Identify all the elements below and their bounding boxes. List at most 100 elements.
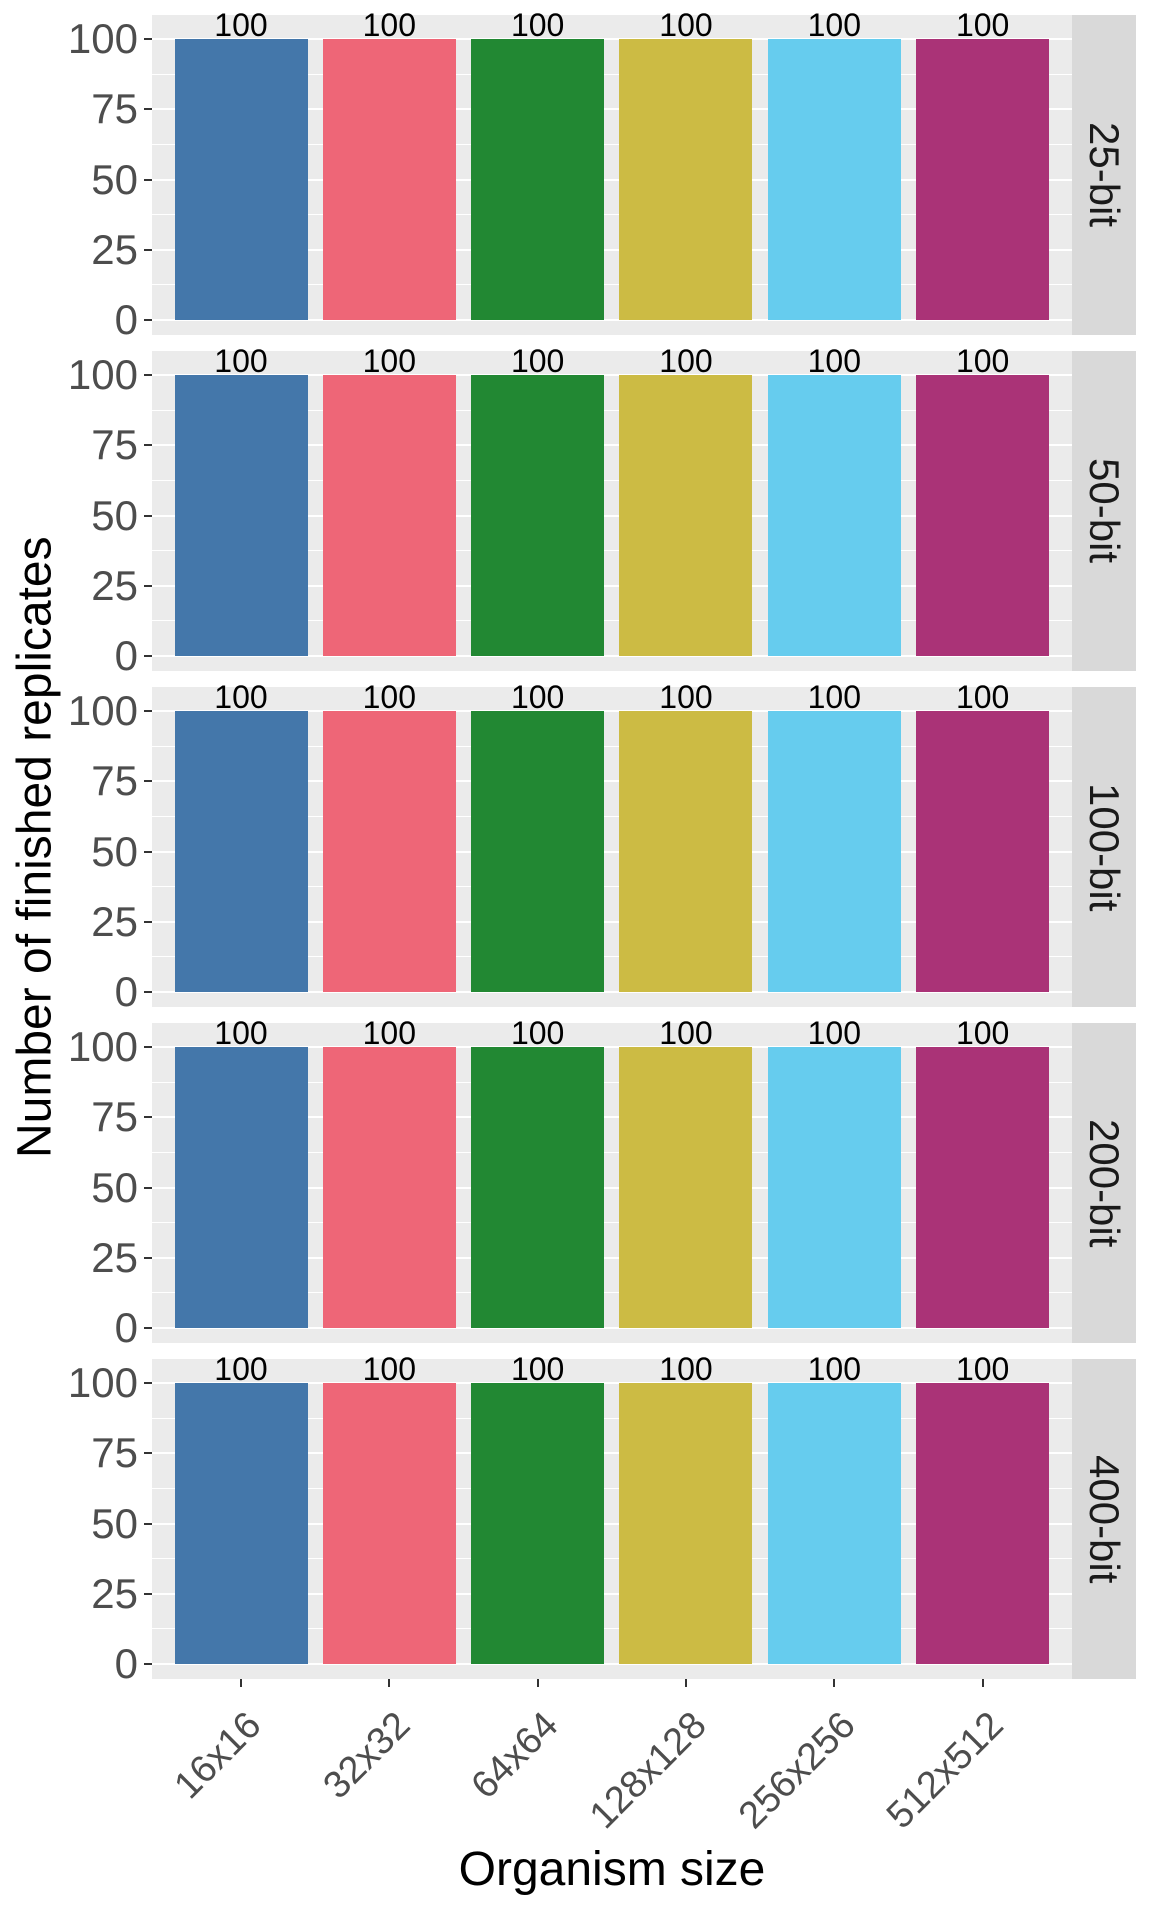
bar [174,375,308,656]
y-tick-mark [144,1382,152,1384]
facet-strip: 25-bit [1072,15,1136,335]
gridline-major [152,710,1072,712]
bar-value-label: 100 [955,343,1010,379]
gridline-major [152,444,1072,447]
gridline-major [152,1452,1072,1455]
bar-value-label: 100 [659,679,713,715]
y-tick-label: 75 [91,757,138,805]
gridline-minor [152,1081,1072,1083]
y-tick-label: 75 [91,1429,138,1477]
y-tick-label: 50 [91,491,138,539]
y-tick-label: 100 [67,1023,138,1070]
x-tick-mark [684,1679,687,1687]
x-tick-mark [833,1679,836,1687]
gridline-minor [152,1151,1072,1153]
y-tick-mark [144,710,152,712]
y-tick-mark [144,1256,152,1259]
gridline-major [152,1382,1072,1384]
gridline-major [152,1186,1072,1189]
y-tick-label: 75 [91,85,138,133]
bar [322,1047,456,1328]
bar [471,375,605,656]
bar [916,1047,1050,1328]
x-tick-label: 256x256 [730,1704,864,1837]
y-tick-label: 50 [91,1163,138,1211]
x-tick-label: 128x128 [582,1704,715,1837]
gridline-minor [152,409,1072,411]
y-tick-mark [144,655,152,657]
y-tick-mark [144,1186,152,1189]
gridline-major [152,1046,1072,1048]
bar [916,1383,1050,1664]
gridline-minor [152,284,1072,286]
y-tick-mark [144,850,152,853]
x-tick-mark [536,1679,539,1687]
bar-value-label: 100 [510,679,565,715]
y-tick-label: 100 [67,1359,138,1406]
gridline-minor [152,886,1072,888]
gridline-major [152,850,1072,853]
y-tick-label: 100 [67,687,138,734]
gridline-major [152,920,1072,923]
bar-value-label: 100 [659,1351,713,1387]
facet-panel: 100 100 100 100 100 100 [152,345,1072,671]
gridline-major [152,1522,1072,1525]
x-tick-mark [388,1679,391,1687]
bar-value-label: 100 [510,7,565,43]
gridline-major [152,178,1072,181]
gridline-major [152,248,1072,251]
y-tick-label: 50 [91,1499,138,1547]
bar-value-label: 100 [659,7,713,43]
bar [767,375,901,656]
facet-panel: 100 100 100 100 100 100 [152,9,1072,335]
facet-panel: 100 100 100 100 100 100 [152,681,1072,1007]
y-tick-mark [144,1046,152,1048]
y-tick-label: 100 [67,351,138,398]
y-tick-label: 0 [114,1640,138,1687]
bar [471,711,605,992]
gridline-major [152,1592,1072,1595]
bar-value-label: 100 [362,1351,417,1387]
bar [322,1383,456,1664]
gridline-major [152,1327,1072,1329]
y-tick-mark [144,514,152,517]
gridline-minor [152,1292,1072,1294]
bar-value-label: 100 [955,7,1010,43]
bar [322,39,456,320]
facet-panel: 100 100 100 100 100 100 [152,1017,1072,1343]
bar-value-label: 100 [214,7,268,43]
y-tick-label: 0 [114,1304,138,1351]
gridline-minor [152,1628,1072,1630]
y-tick-mark [144,780,152,783]
y-tick-mark [144,108,152,111]
gridline-minor [152,550,1072,552]
bar-value-label: 100 [510,343,565,379]
y-tick-label: 25 [91,561,138,609]
y-tick-label: 25 [91,1233,138,1281]
y-tick-label: 50 [91,155,138,203]
gridline-minor [152,1417,1072,1419]
gridline-major [152,991,1072,993]
gridline-major [152,374,1072,376]
facet-strip: 400-bit [1072,1359,1136,1679]
gridline-minor [152,620,1072,622]
bar-value-label: 100 [214,679,268,715]
y-tick-mark [144,178,152,181]
y-tick-label: 0 [114,296,138,343]
y-tick-mark [144,1452,152,1455]
gridline-minor [152,815,1072,817]
bar-value-label: 100 [362,1015,417,1051]
bar [174,39,308,320]
gridline-minor [152,73,1072,75]
y-tick-label: 25 [91,1569,138,1617]
y-tick-mark [144,920,152,923]
x-tick-mark [240,1679,242,1687]
facet-strip: 100-bit [1072,687,1136,1007]
y-tick-mark [144,444,152,447]
gridline-minor [152,956,1072,958]
x-tick-label: 512x512 [878,1704,1012,1837]
gridline-minor [152,214,1072,216]
y-tick-mark [144,319,152,321]
bar-value-label: 100 [807,1015,861,1051]
